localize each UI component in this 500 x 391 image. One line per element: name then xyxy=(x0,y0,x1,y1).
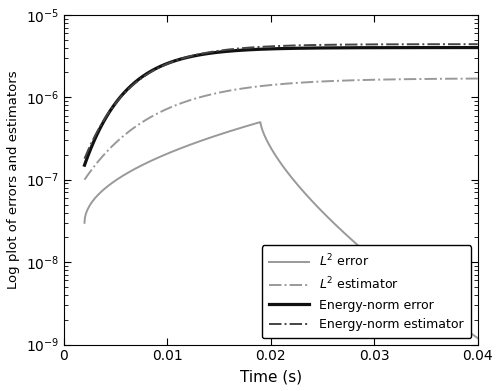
Energy-norm estimator xyxy=(388,42,394,47)
$L^2$ estimator xyxy=(122,133,128,137)
$L^2$ error xyxy=(82,221,87,225)
$L^2$ estimator xyxy=(388,77,394,82)
Line: $L^2$ estimator: $L^2$ estimator xyxy=(84,79,477,180)
Energy-norm estimator xyxy=(352,42,358,47)
Line: $L^2$ error: $L^2$ error xyxy=(84,122,477,338)
Energy-norm estimator xyxy=(395,42,401,47)
$L^2$ estimator xyxy=(395,77,401,82)
Energy-norm estimator xyxy=(474,42,480,47)
$L^2$ error xyxy=(396,277,402,282)
$L^2$ error xyxy=(257,120,263,124)
$L^2$ error xyxy=(474,336,480,341)
$L^2$ estimator xyxy=(82,178,87,182)
Line: Energy-norm estimator: Energy-norm estimator xyxy=(84,44,477,159)
Y-axis label: Log plot of errors and estimators: Log plot of errors and estimators xyxy=(7,70,20,289)
$L^2$ error xyxy=(240,125,246,129)
$L^2$ error xyxy=(254,120,260,125)
Energy-norm error xyxy=(240,48,246,52)
Energy-norm estimator xyxy=(254,45,260,49)
Line: Energy-norm error: Energy-norm error xyxy=(84,48,477,165)
Energy-norm estimator xyxy=(82,156,87,161)
Energy-norm estimator xyxy=(122,91,128,95)
Energy-norm estimator xyxy=(240,46,246,50)
Energy-norm error xyxy=(474,45,480,50)
$L^2$ estimator xyxy=(254,84,260,89)
$L^2$ error xyxy=(388,271,394,276)
Energy-norm error xyxy=(352,45,358,50)
$L^2$ estimator xyxy=(352,78,358,83)
$L^2$ error xyxy=(122,172,128,177)
Energy-norm error xyxy=(254,47,260,52)
Energy-norm error xyxy=(395,45,401,50)
$L^2$ error xyxy=(352,240,358,245)
Energy-norm error xyxy=(82,163,87,167)
Energy-norm error xyxy=(388,45,394,50)
$L^2$ estimator xyxy=(240,86,246,91)
Legend: $L^2$ error, $L^2$ estimator, Energy-norm error, Energy-norm estimator: $L^2$ error, $L^2$ estimator, Energy-nor… xyxy=(262,246,472,338)
$L^2$ estimator xyxy=(474,76,480,81)
Energy-norm error xyxy=(122,90,128,95)
X-axis label: Time (s): Time (s) xyxy=(240,369,302,384)
